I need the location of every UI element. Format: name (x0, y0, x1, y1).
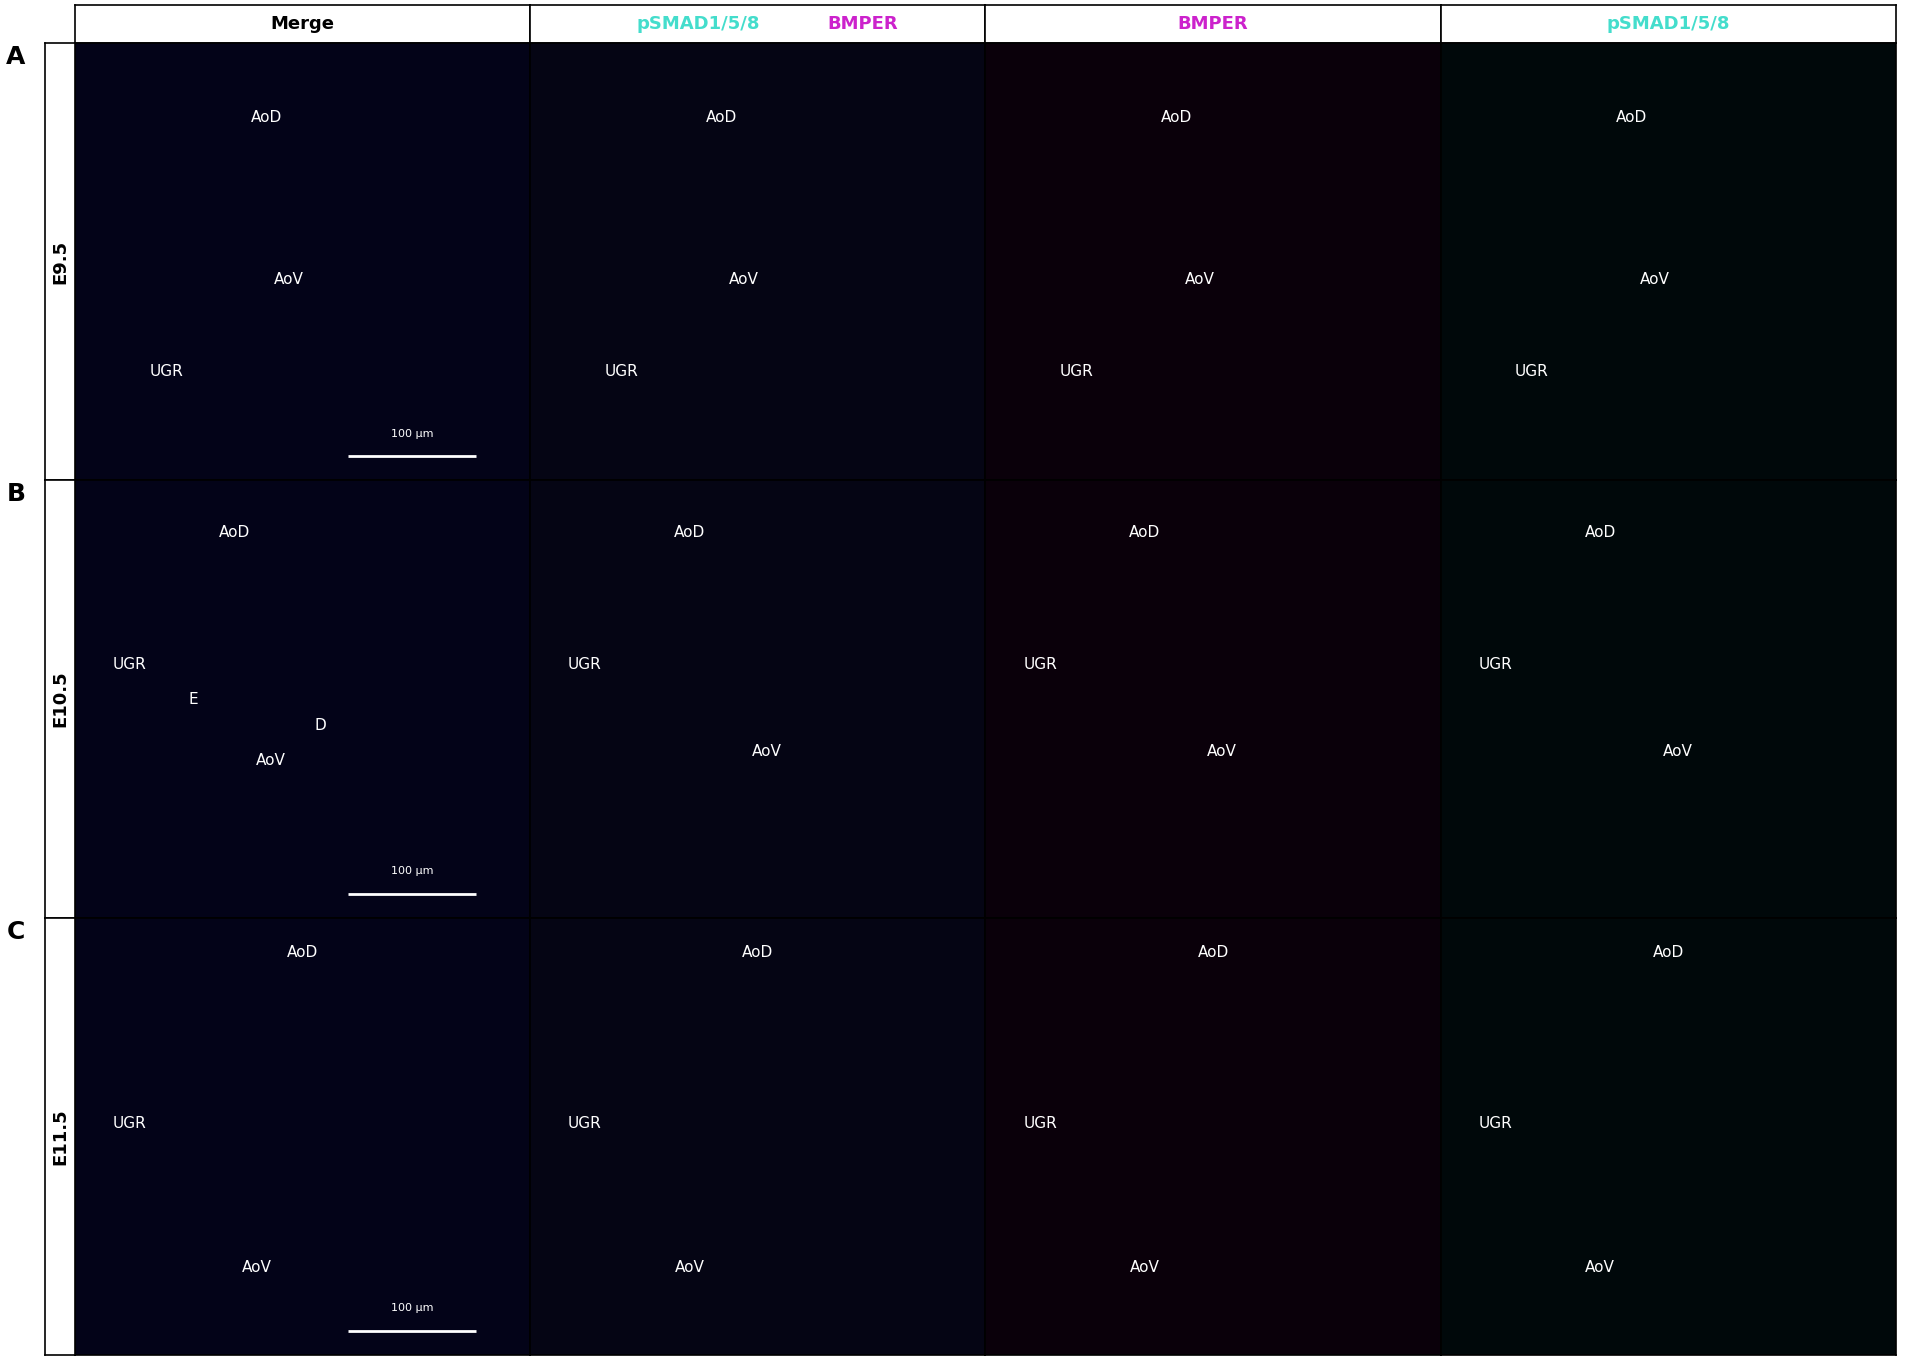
Text: AoD: AoD (674, 525, 705, 540)
Text: AoV: AoV (255, 752, 286, 768)
Text: AoV: AoV (674, 1259, 705, 1276)
Text: 100 µm: 100 µm (391, 866, 432, 876)
Text: pSMAD1/5/8: pSMAD1/5/8 (636, 15, 760, 33)
Text: AoD: AoD (1128, 525, 1160, 540)
Text: AoV: AoV (1585, 1259, 1614, 1276)
Text: 100 µm: 100 µm (391, 1303, 432, 1314)
Text: AoV: AoV (1206, 744, 1236, 759)
Text: UGR: UGR (1023, 657, 1057, 672)
Text: BMPER: BMPER (827, 15, 897, 33)
Text: UGR: UGR (112, 657, 147, 672)
Text: AoV: AoV (1661, 744, 1692, 759)
Text: AoD: AoD (288, 945, 318, 960)
Text: E10.5: E10.5 (51, 670, 69, 728)
Text: E9.5: E9.5 (51, 239, 69, 284)
Text: D: D (314, 718, 326, 733)
Text: pSMAD1/5/8: pSMAD1/5/8 (1606, 15, 1730, 33)
Text: AoV: AoV (274, 272, 303, 287)
Text: BMPER: BMPER (1177, 15, 1248, 33)
Text: C: C (6, 919, 25, 944)
Text: UGR: UGR (568, 1115, 602, 1130)
Text: AoD: AoD (1196, 945, 1229, 960)
Text: E11.5: E11.5 (51, 1108, 69, 1164)
Text: 100 µm: 100 µm (391, 428, 432, 439)
Text: UGR: UGR (1478, 657, 1511, 672)
Text: AoV: AoV (1130, 1259, 1158, 1276)
Text: AoD: AoD (1652, 945, 1684, 960)
Text: AoD: AoD (250, 110, 282, 125)
Text: AoV: AoV (730, 272, 758, 287)
Text: AoD: AoD (1615, 110, 1646, 125)
Text: E: E (189, 691, 198, 706)
Text: AoV: AoV (242, 1259, 272, 1276)
Text: UGR: UGR (112, 1115, 147, 1130)
Text: A: A (6, 45, 25, 69)
Text: Merge: Merge (271, 15, 335, 33)
Text: AoV: AoV (752, 744, 781, 759)
Text: UGR: UGR (149, 363, 183, 378)
Text: UGR: UGR (1023, 1115, 1057, 1130)
Text: UGR: UGR (1478, 1115, 1511, 1130)
Text: UGR: UGR (1514, 363, 1549, 378)
Text: B: B (6, 483, 25, 506)
Text: AoV: AoV (1638, 272, 1669, 287)
Text: AoV: AoV (1183, 272, 1213, 287)
Text: AoD: AoD (1583, 525, 1615, 540)
Text: AoD: AoD (705, 110, 737, 125)
Text: AoD: AoD (741, 945, 773, 960)
Text: UGR: UGR (604, 363, 638, 378)
Text: UGR: UGR (568, 657, 602, 672)
Text: AoD: AoD (219, 525, 250, 540)
Text: AoD: AoD (1160, 110, 1193, 125)
Text: UGR: UGR (1059, 363, 1093, 378)
